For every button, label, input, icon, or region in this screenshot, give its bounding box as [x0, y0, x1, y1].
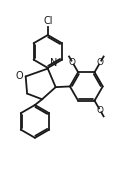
Text: Cl: Cl	[43, 16, 53, 26]
Text: O: O	[69, 58, 76, 67]
Text: O: O	[97, 106, 104, 115]
Text: O: O	[97, 58, 104, 67]
Text: N: N	[50, 58, 57, 68]
Text: O: O	[15, 71, 23, 81]
